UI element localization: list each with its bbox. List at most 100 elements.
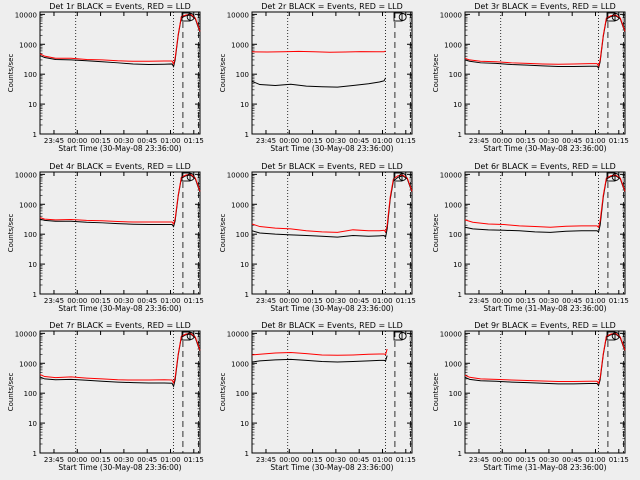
box-marker: [181, 331, 191, 341]
panel-title: Det 3r BLACK = Events, RED = LLD: [474, 2, 616, 11]
panel-det-4r: Det 4r BLACK = Events, RED = LLD 1 10 100 10…: [7, 162, 204, 313]
x-tick-label: 23:45: [44, 137, 64, 145]
panel-title: Det 5r BLACK = Events, RED = LLD: [261, 162, 403, 171]
x-tick-label: 00:30: [114, 456, 134, 464]
lld-series-line: [251, 348, 388, 356]
y-axis-label: Counts/sec: [219, 214, 227, 253]
y-axis-label: Counts/sec: [432, 54, 440, 93]
lld-series-line: [39, 13, 201, 66]
y-tick-label: 10000: [440, 330, 462, 338]
y-tick-label: 10000: [15, 11, 37, 19]
x-axis-label: Start Time (30-May-08 23:36:00): [270, 463, 393, 472]
x-tick-label: 00:45: [137, 297, 157, 305]
y-tick-label: 10000: [15, 330, 37, 338]
x-tick-label: 01:00: [160, 137, 180, 145]
y-tick-label: 100: [449, 390, 462, 398]
x-tick-label: 00:00: [67, 456, 87, 464]
panel-title: Det 6r BLACK = Events, RED = LLD: [474, 162, 616, 171]
events-series-line: [251, 77, 387, 88]
panel-det-1r: Det 1r BLACK = Events, RED = LLD 1 10 100 10…: [7, 2, 204, 153]
x-tick-label: 01:00: [372, 297, 392, 305]
x-tick-label: 00:00: [492, 137, 512, 145]
y-tick-label: 10000: [227, 11, 249, 19]
x-tick-label: 01:00: [160, 297, 180, 305]
x-axis-label: Start Time (30-May-08 23:36:00): [270, 304, 393, 313]
x-tick-label: 01:15: [609, 456, 629, 464]
x-tick-label: 01:15: [396, 137, 416, 145]
y-tick-label: 1: [458, 131, 462, 139]
x-tick-label: 00:15: [515, 297, 535, 305]
y-tick-label: 1: [245, 291, 249, 299]
x-tick-label: 23:45: [256, 456, 276, 464]
panel-title: Det 8r BLACK = Events, RED = LLD: [261, 321, 403, 330]
x-tick-label: 00:30: [326, 456, 346, 464]
y-axis-label: Counts/sec: [7, 54, 15, 93]
y-tick-label: 1: [458, 450, 462, 458]
x-tick-label: 00:30: [326, 297, 346, 305]
box-marker: [606, 172, 616, 182]
panel-det-5r: Det 5r BLACK = Events, RED = LLD 1 10 100 10…: [219, 162, 416, 313]
y-axis-label: Counts/sec: [219, 54, 227, 93]
y-tick-label: 10: [453, 101, 462, 109]
x-tick-label: 00:15: [302, 297, 322, 305]
y-tick-label: 100: [24, 390, 37, 398]
plot-frame: [251, 330, 413, 454]
y-tick-label: 100: [449, 71, 462, 79]
plot-frame: [39, 171, 201, 295]
x-tick-label: 23:45: [44, 297, 64, 305]
y-tick-label: 10000: [440, 11, 462, 19]
x-tick-label: 00:15: [515, 456, 535, 464]
box-marker: [393, 172, 403, 182]
y-tick-label: 10: [240, 420, 249, 428]
y-tick-label: 10: [28, 420, 37, 428]
x-tick-label: 00:45: [137, 456, 157, 464]
lld-series-line: [39, 332, 201, 385]
y-tick-label: 1000: [19, 201, 37, 209]
x-tick-label: 00:30: [114, 137, 134, 145]
circle-marker: [186, 13, 195, 21]
y-tick-label: 1000: [19, 41, 37, 49]
events-series-line: [39, 333, 201, 388]
events-series-line: [464, 175, 626, 233]
x-tick-label: 00:00: [67, 297, 87, 305]
panel-det-9r: Det 9r BLACK = Events, RED = LLD 1 10 100 10…: [432, 321, 629, 472]
x-axis-label: Start Time (31-May-08 23:36:00): [483, 463, 606, 472]
y-tick-label: 1000: [444, 41, 462, 49]
plot-frame: [39, 11, 201, 135]
y-tick-label: 10: [28, 261, 37, 269]
x-tick-label: 00:30: [539, 297, 559, 305]
y-tick-label: 10000: [15, 171, 37, 179]
y-axis-label: Counts/sec: [432, 373, 440, 412]
circle-marker: [398, 13, 407, 21]
x-tick-label: 23:45: [469, 297, 489, 305]
circle-marker: [611, 332, 620, 340]
circle-marker: [186, 332, 195, 340]
events-series-line: [39, 174, 201, 228]
x-tick-label: 00:15: [302, 137, 322, 145]
lld-series-line: [464, 332, 626, 385]
x-tick-label: 01:00: [372, 137, 392, 145]
y-tick-label: 100: [24, 71, 37, 79]
events-series-line: [464, 333, 626, 387]
x-tick-label: 01:15: [396, 456, 416, 464]
x-axis-label: Start Time (30-May-08 23:36:00): [58, 144, 181, 153]
y-axis-label: Counts/sec: [432, 214, 440, 253]
x-tick-label: 00:45: [562, 456, 582, 464]
x-tick-label: 01:00: [585, 297, 605, 305]
y-tick-label: 100: [236, 390, 249, 398]
x-tick-label: 00:00: [492, 297, 512, 305]
events-series-line: [251, 355, 388, 363]
x-tick-label: 00:45: [137, 137, 157, 145]
x-tick-label: 00:45: [349, 297, 369, 305]
y-tick-label: 100: [449, 231, 462, 239]
panel-det-7r: Det 7r BLACK = Events, RED = LLD 1 10 100 10…: [7, 321, 204, 472]
x-tick-label: 00:45: [562, 297, 582, 305]
x-tick-label: 00:30: [539, 137, 559, 145]
y-axis-label: Counts/sec: [219, 373, 227, 412]
x-tick-label: 00:45: [349, 137, 369, 145]
box-marker: [181, 172, 191, 182]
y-tick-label: 10: [28, 101, 37, 109]
box-marker: [606, 331, 616, 341]
y-tick-label: 1: [33, 131, 37, 139]
